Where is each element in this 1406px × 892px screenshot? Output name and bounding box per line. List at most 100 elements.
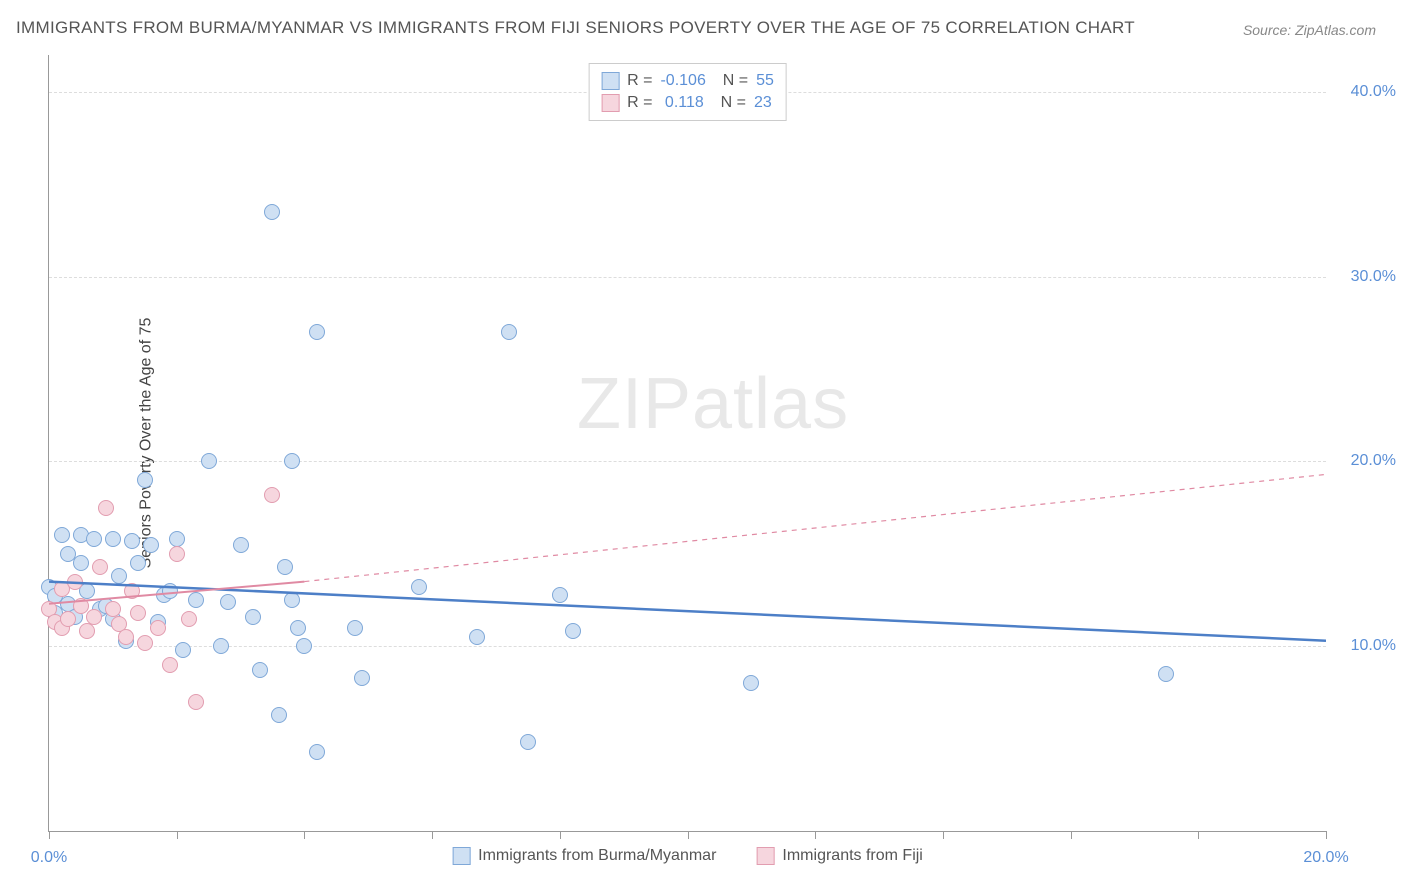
watermark: ZIPatlas [577,363,849,445]
xtick [304,831,305,839]
ytick-label: 30.0% [1336,268,1396,286]
legend-n-burma: 55 [756,72,774,90]
data-point [130,605,146,621]
data-point [296,638,312,654]
data-point [86,531,102,547]
legend-row-burma: R = -0.106 N = 55 [601,70,774,92]
data-point [264,204,280,220]
trend-lines [49,55,1326,831]
xtick [815,831,816,839]
data-point [411,579,427,595]
data-point [86,609,102,625]
data-point [520,734,536,750]
data-point [105,601,121,617]
data-point [469,629,485,645]
data-point [137,635,153,651]
data-point [54,527,70,543]
xtick [432,831,433,839]
legend-correlation: R = -0.106 N = 55 R = 0.118 N = 23 [588,63,787,121]
data-point [150,620,166,636]
legend-label-burma: Immigrants from Burma/Myanmar [478,847,716,865]
xtick [560,831,561,839]
chart-title: IMMIGRANTS FROM BURMA/MYANMAR VS IMMIGRA… [16,18,1135,38]
data-point [162,657,178,673]
xtick-label: 20.0% [1303,849,1348,867]
data-point [143,537,159,553]
data-point [130,555,146,571]
legend-n-fiji: 23 [754,94,772,112]
data-point [290,620,306,636]
legend-r-fiji: 0.118 [660,94,703,112]
data-point [213,638,229,654]
data-point [354,670,370,686]
source-label: Source: ZipAtlas.com [1243,22,1376,38]
data-point [271,707,287,723]
ytick-label: 10.0% [1336,637,1396,655]
data-point [105,531,121,547]
data-point [73,555,89,571]
data-point [79,623,95,639]
legend-label-fiji: Immigrants from Fiji [782,847,922,865]
data-point [60,611,76,627]
data-point [92,559,108,575]
data-point [220,594,236,610]
data-point [175,642,191,658]
data-point [98,500,114,516]
data-point [743,675,759,691]
legend-series: Immigrants from Burma/Myanmar Immigrants… [452,847,923,865]
xtick [943,831,944,839]
data-point [252,662,268,678]
data-point [169,531,185,547]
y-axis-label: Seniors Poverty Over the Age of 75 [137,318,155,569]
data-point [137,472,153,488]
xtick [1198,831,1199,839]
legend-n-label: N = [714,72,748,90]
legend-item-burma: Immigrants from Burma/Myanmar [452,847,716,865]
data-point [501,324,517,340]
data-point [245,609,261,625]
data-point [118,629,134,645]
legend-r-label: R = [627,72,652,90]
data-point [565,623,581,639]
data-point [124,583,140,599]
data-point [284,592,300,608]
legend-item-fiji: Immigrants from Fiji [756,847,922,865]
data-point [111,568,127,584]
data-point [347,620,363,636]
data-point [169,546,185,562]
data-point [201,453,217,469]
swatch-fiji [756,847,774,865]
xtick [49,831,50,839]
xtick [1071,831,1072,839]
xtick-label: 0.0% [31,849,67,867]
gridline [49,461,1326,462]
data-point [233,537,249,553]
data-point [309,744,325,760]
data-point [188,694,204,710]
data-point [188,592,204,608]
data-point [264,487,280,503]
gridline [49,277,1326,278]
data-point [162,583,178,599]
legend-r-label: R = [627,94,652,112]
xtick [1326,831,1327,839]
swatch-burma [601,72,619,90]
legend-n-label: N = [712,94,746,112]
data-point [124,533,140,549]
gridline [49,646,1326,647]
xtick [177,831,178,839]
data-point [552,587,568,603]
data-point [284,453,300,469]
data-point [309,324,325,340]
ytick-label: 20.0% [1336,452,1396,470]
ytick-label: 40.0% [1336,83,1396,101]
data-point [181,611,197,627]
swatch-burma [452,847,470,865]
swatch-fiji [601,94,619,112]
xtick [688,831,689,839]
chart-area: Seniors Poverty Over the Age of 75 ZIPat… [48,55,1326,832]
data-point [79,583,95,599]
data-point [67,574,83,590]
legend-row-fiji: R = 0.118 N = 23 [601,92,774,114]
legend-r-burma: -0.106 [660,72,705,90]
